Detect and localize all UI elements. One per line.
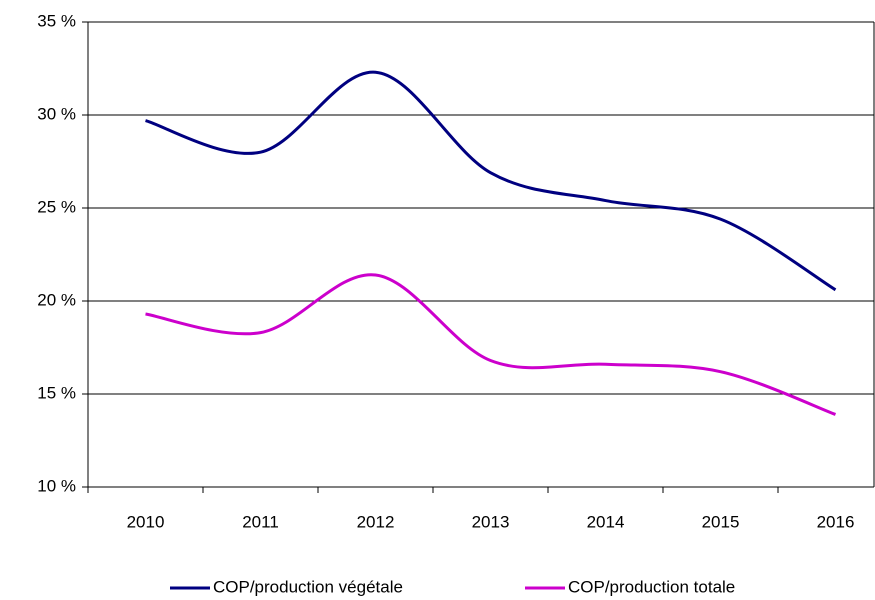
x-tick-label: 2014 — [587, 512, 625, 531]
legend-label: COP/production végétale — [213, 577, 403, 596]
x-tick-label: 2010 — [127, 512, 165, 531]
line-series — [145, 70, 837, 292]
x-tick-label: 2013 — [472, 512, 510, 531]
y-tick-label: 10 % — [37, 476, 76, 495]
y-tick-label: 30 % — [37, 104, 76, 123]
legend-label: COP/production totale — [568, 577, 735, 596]
x-tick-label: 2011 — [242, 512, 279, 531]
y-tick-label: 20 % — [37, 290, 76, 309]
x-tick-label: 2015 — [702, 512, 740, 531]
x-tick-label: 2012 — [357, 512, 395, 531]
y-tick-label: 15 % — [37, 383, 76, 402]
line-series — [145, 273, 837, 416]
y-tick-label: 35 % — [37, 11, 76, 30]
x-tick-label: 2016 — [817, 512, 855, 531]
y-tick-label: 25 % — [37, 197, 76, 216]
